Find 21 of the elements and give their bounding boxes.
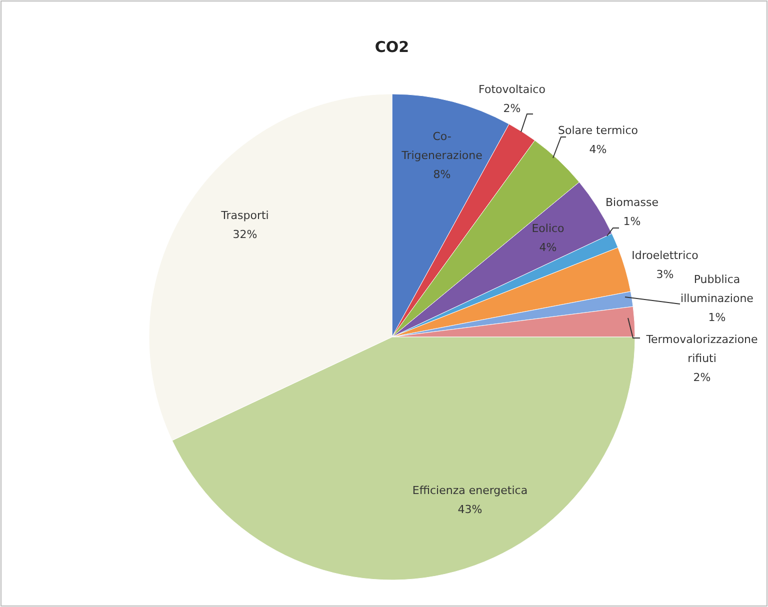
- data-label: 43%: [458, 503, 482, 516]
- slice-label: Termovalorizzazione rifiuti: [645, 333, 758, 365]
- slice-label: Trasporti: [220, 209, 269, 222]
- slice-label: Fotovoltaico: [478, 83, 546, 96]
- data-label: 1%: [623, 215, 641, 228]
- slice-label: Co- Trigenerazione: [400, 130, 483, 162]
- data-label: 8%: [433, 168, 451, 181]
- data-label: 32%: [232, 228, 258, 241]
- slice-label: Pubblica illuminazione: [680, 273, 754, 305]
- data-label: 4%: [539, 241, 557, 254]
- data-label: 1%: [708, 311, 726, 324]
- data-label: 3%: [656, 268, 674, 281]
- slice-label: Efficienza energetica: [412, 484, 528, 497]
- data-label: 4%: [589, 143, 607, 156]
- chart-title: CO2: [374, 38, 410, 56]
- slice-label: Biomasse: [605, 196, 659, 209]
- data-label: 2%: [503, 102, 521, 115]
- slice-label: Solare termico: [558, 124, 638, 137]
- slice-label: Eolico: [532, 222, 565, 235]
- data-label: 2%: [693, 371, 711, 384]
- slice-label: Idroelettrico: [632, 249, 699, 262]
